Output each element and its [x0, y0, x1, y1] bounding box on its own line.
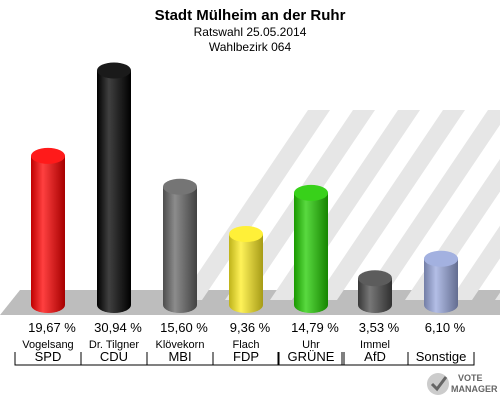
value-label: 9,36 %: [230, 320, 271, 335]
bar-mbi: [163, 178, 197, 313]
bar-top: [229, 226, 263, 243]
candidate-label: Vogelsang: [22, 339, 73, 351]
category-label: FDP: [233, 349, 259, 364]
value-label: 19,67 %: [28, 320, 76, 335]
bar-top: [294, 184, 328, 201]
category-bracket: [277, 352, 345, 366]
bar-fdp: [229, 226, 263, 313]
chart-subtitle-district: Wahlbezirk 064: [209, 40, 292, 54]
bar-body: [358, 278, 392, 313]
logo-line2: MANAGER: [451, 384, 498, 394]
chart-subtitle-date: Ratswahl 25.05.2014: [194, 25, 307, 39]
bar-body: [97, 70, 131, 314]
category-label: MBI: [168, 349, 191, 364]
vote-manager-logo: VOTE MANAGER: [427, 373, 498, 395]
logo-line1: VOTE: [458, 373, 483, 383]
value-label: 30,94 %: [94, 320, 142, 335]
category-bracket: [212, 352, 280, 366]
bar-sonstige: [424, 250, 458, 313]
value-label: 15,60 %: [160, 320, 208, 335]
bar-afd: [358, 270, 392, 313]
category-label: Sonstige: [416, 349, 467, 364]
bar-body: [294, 192, 328, 313]
bar-body: [424, 258, 458, 313]
bar-body: [31, 155, 65, 313]
category-label: SPD: [35, 349, 62, 364]
bar-body: [229, 234, 263, 313]
candidate-label: Dr. Tilgner: [89, 339, 139, 351]
value-label: 14,79 %: [291, 320, 339, 335]
candidate-label: Klövekorn: [156, 339, 205, 351]
category-label: GRÜNE: [288, 349, 335, 364]
background-stripe: [180, 110, 330, 300]
bar-grüne: [294, 184, 328, 313]
background-stripe: [495, 292, 500, 300]
bar-cdu: [97, 62, 131, 314]
bar-spd: [31, 147, 65, 313]
category-bracket: [407, 352, 475, 366]
vote-manager-icon: [427, 373, 449, 395]
bars: [31, 62, 458, 314]
bar-top: [31, 147, 65, 164]
bar-top: [424, 250, 458, 267]
category-label: AfD: [364, 349, 386, 364]
category-label: CDU: [100, 349, 128, 364]
background-stripe: [315, 110, 465, 300]
bar-body: [163, 186, 197, 313]
candidate-label: Uhr: [302, 339, 320, 351]
value-label: 3,53 %: [359, 320, 400, 335]
bar-top: [358, 270, 392, 287]
bar-top: [97, 62, 131, 79]
background-stripe: [450, 225, 500, 300]
candidate-label: Immel: [360, 339, 390, 351]
candidate-label: Flach: [233, 339, 260, 351]
background-stripe: [360, 110, 500, 300]
value-label: 6,10 %: [425, 320, 466, 335]
bar-top: [163, 178, 197, 195]
chart-title: Stadt Mülheim an der Ruhr: [155, 7, 346, 24]
